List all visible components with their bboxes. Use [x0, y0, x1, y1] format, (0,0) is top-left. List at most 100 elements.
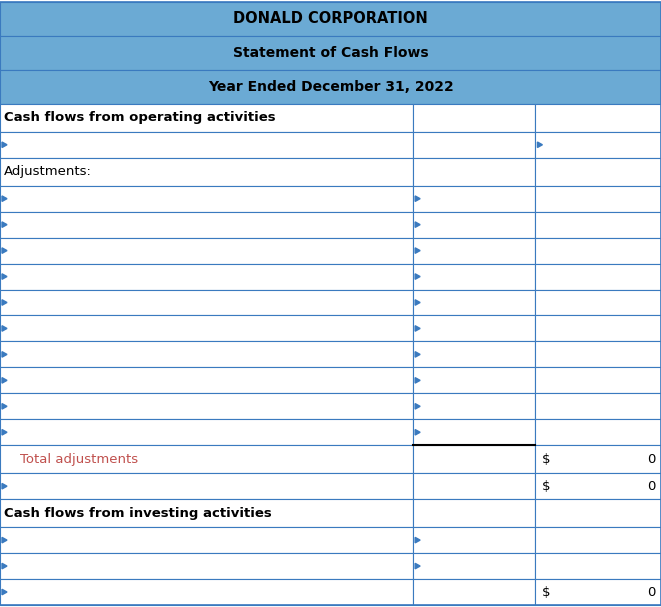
Bar — [0, 367, 413, 393]
Bar — [535, 527, 661, 553]
Bar — [0, 446, 413, 473]
Bar — [413, 499, 535, 527]
Polygon shape — [415, 274, 420, 279]
Polygon shape — [2, 537, 7, 543]
Bar — [0, 419, 413, 446]
Bar — [413, 104, 535, 132]
Bar — [0, 36, 661, 70]
Polygon shape — [2, 326, 7, 331]
Bar — [535, 473, 661, 499]
Bar — [0, 237, 413, 263]
Text: Total adjustments: Total adjustments — [20, 453, 138, 466]
Bar — [535, 104, 661, 132]
Bar — [0, 158, 413, 186]
Text: 0: 0 — [648, 453, 656, 466]
Polygon shape — [415, 196, 420, 202]
Bar — [0, 132, 413, 158]
Text: $: $ — [541, 453, 550, 466]
Polygon shape — [415, 248, 420, 253]
Bar — [535, 263, 661, 290]
Bar — [535, 419, 661, 446]
Polygon shape — [2, 563, 7, 569]
Text: DONALD CORPORATION: DONALD CORPORATION — [233, 12, 428, 27]
Bar — [535, 579, 661, 605]
Bar — [535, 158, 661, 186]
Bar — [413, 446, 535, 473]
Text: 0: 0 — [648, 480, 656, 493]
Bar — [0, 553, 413, 579]
Bar — [0, 104, 413, 132]
Polygon shape — [2, 248, 7, 253]
Bar — [535, 446, 661, 473]
Bar — [535, 342, 661, 367]
Bar — [0, 2, 661, 36]
Bar — [413, 579, 535, 605]
Bar — [413, 237, 535, 263]
Bar — [535, 186, 661, 212]
Text: Cash flows from investing activities: Cash flows from investing activities — [4, 507, 272, 520]
Bar — [535, 553, 661, 579]
Bar — [0, 473, 413, 499]
Bar — [535, 499, 661, 527]
Bar — [0, 186, 413, 212]
Bar — [0, 70, 661, 104]
Bar — [535, 367, 661, 393]
Bar — [413, 316, 535, 342]
Bar — [413, 473, 535, 499]
Polygon shape — [415, 404, 420, 409]
Bar — [535, 393, 661, 419]
Bar — [0, 527, 413, 553]
Bar — [0, 342, 413, 367]
Bar — [413, 158, 535, 186]
Text: Adjustments:: Adjustments: — [4, 165, 92, 178]
Bar — [535, 316, 661, 342]
Bar — [535, 212, 661, 237]
Text: $: $ — [541, 586, 550, 599]
Text: Cash flows from operating activities: Cash flows from operating activities — [4, 111, 276, 124]
Polygon shape — [415, 378, 420, 383]
Polygon shape — [415, 326, 420, 331]
Polygon shape — [415, 537, 420, 543]
Bar — [413, 186, 535, 212]
Text: Statement of Cash Flows: Statement of Cash Flows — [233, 46, 428, 60]
Bar — [413, 290, 535, 316]
Polygon shape — [415, 300, 420, 305]
Bar — [413, 132, 535, 158]
Polygon shape — [415, 430, 420, 435]
Polygon shape — [2, 351, 7, 357]
Polygon shape — [2, 222, 7, 228]
Bar — [0, 290, 413, 316]
Bar — [413, 263, 535, 290]
Bar — [0, 499, 413, 527]
Polygon shape — [2, 378, 7, 383]
Text: $: $ — [541, 480, 550, 493]
Bar — [0, 263, 413, 290]
Polygon shape — [415, 222, 420, 228]
Polygon shape — [415, 563, 420, 569]
Bar — [413, 393, 535, 419]
Bar — [0, 393, 413, 419]
Polygon shape — [537, 142, 543, 148]
Polygon shape — [2, 430, 7, 435]
Bar — [413, 212, 535, 237]
Bar — [413, 367, 535, 393]
Bar — [535, 237, 661, 263]
Text: 0: 0 — [648, 586, 656, 599]
Bar — [0, 316, 413, 342]
Polygon shape — [2, 404, 7, 409]
Polygon shape — [2, 274, 7, 279]
Bar — [535, 290, 661, 316]
Polygon shape — [2, 142, 7, 148]
Bar — [0, 579, 413, 605]
Bar — [413, 553, 535, 579]
Bar — [413, 342, 535, 367]
Polygon shape — [2, 196, 7, 202]
Bar — [0, 212, 413, 237]
Bar — [413, 419, 535, 446]
Polygon shape — [2, 589, 7, 595]
Polygon shape — [415, 351, 420, 357]
Text: Year Ended December 31, 2022: Year Ended December 31, 2022 — [208, 80, 453, 94]
Polygon shape — [2, 300, 7, 305]
Polygon shape — [2, 483, 7, 489]
Bar — [535, 132, 661, 158]
